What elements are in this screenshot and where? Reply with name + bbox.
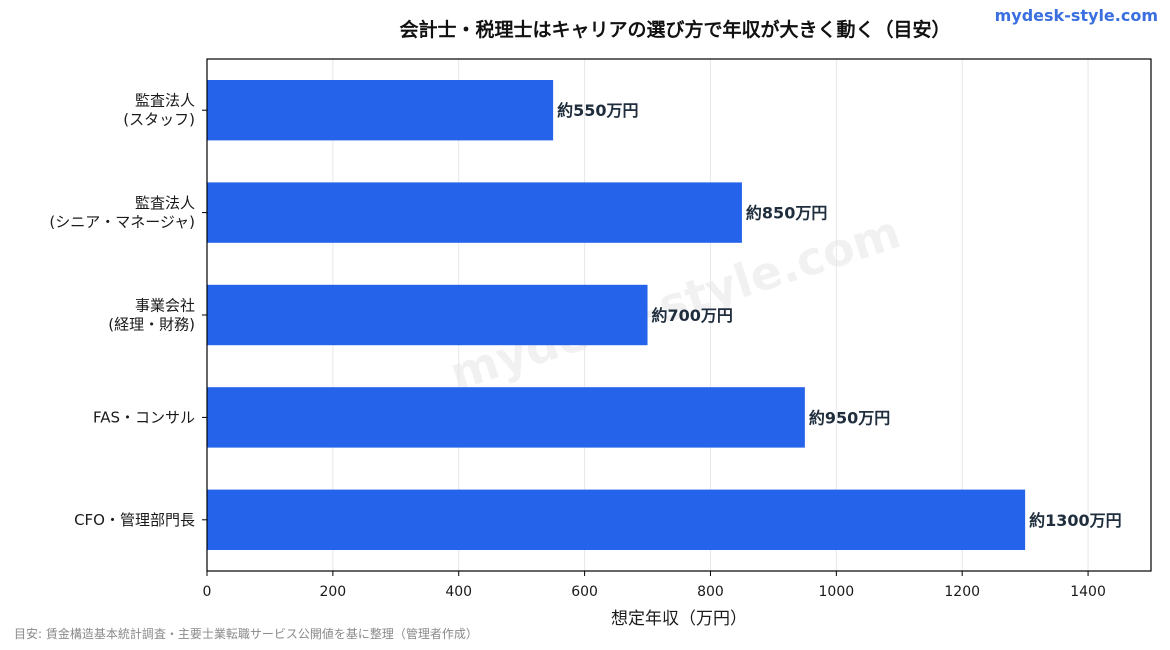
bar-value-label: 約950万円 xyxy=(809,408,890,427)
plot-frame xyxy=(206,58,1152,572)
bar xyxy=(207,182,742,243)
x-tick-label: 400 xyxy=(445,584,472,600)
bar xyxy=(207,387,805,448)
bar xyxy=(207,489,1026,551)
x-axis-label: 想定年収（万円） xyxy=(611,609,747,629)
category-label: 事業会社 xyxy=(135,297,195,315)
x-tick-label: 0 xyxy=(203,584,212,600)
x-tick-labels: 0 200 400 600 800 1000 1200 1400 xyxy=(203,571,1106,600)
bars xyxy=(207,79,1026,551)
category-labels: 監査法人(スタッフ)監査法人(シニア・マネージャ)事業会社(経理・財務)FAS・… xyxy=(49,92,207,529)
x-tick-label: 1400 xyxy=(1070,584,1106,600)
source-note: 目安: 賃金構造基本統計調査・主要士業転職サービス公開値を基に整理（管理者作成） xyxy=(14,627,478,641)
bar xyxy=(207,79,554,141)
x-tick-label: 1000 xyxy=(819,584,855,600)
category-label: (シニア・マネージャ) xyxy=(49,213,195,231)
category-label: (スタッフ) xyxy=(123,111,195,129)
x-tick-label: 200 xyxy=(319,584,346,600)
bar-value-label: 約1300万円 xyxy=(1029,511,1122,530)
x-tick-label: 1200 xyxy=(944,584,980,600)
x-tick-label: 800 xyxy=(697,584,724,600)
category-label: 監査法人 xyxy=(135,194,195,212)
x-tick-label: 600 xyxy=(571,584,598,600)
bar-value-label: 約550万円 xyxy=(557,101,638,120)
chart-title: 会計士・税理士はキャリアの選び方で年収が大きく動く（目安） xyxy=(399,18,950,41)
brand-watermark-text: mydesk-style.com xyxy=(994,6,1158,25)
bar-value-label: 約700万円 xyxy=(652,306,733,325)
category-label: CFO・管理部門長 xyxy=(74,511,195,529)
category-label: FAS・コンサル xyxy=(93,408,195,426)
category-label: 監査法人 xyxy=(135,92,195,110)
category-label: (経理・財務) xyxy=(108,316,195,334)
bar-value-label: 約850万円 xyxy=(746,204,827,223)
bar xyxy=(207,284,648,346)
